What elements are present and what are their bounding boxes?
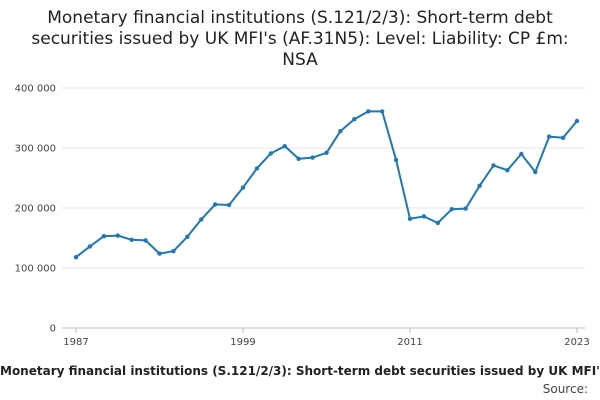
x-tick-label: 1987 [63, 337, 88, 348]
data-point[interactable] [171, 249, 176, 254]
data-point[interactable] [407, 216, 413, 221]
data-point[interactable] [519, 151, 524, 157]
data-point[interactable] [185, 234, 190, 239]
grid-lines [62, 87, 585, 269]
data-point[interactable] [546, 134, 552, 139]
data-point[interactable] [477, 183, 482, 188]
data-point[interactable] [282, 144, 287, 149]
data-point[interactable] [324, 150, 329, 155]
data-point[interactable] [435, 220, 441, 226]
data-point[interactable] [240, 185, 246, 190]
data-point[interactable] [143, 238, 148, 243]
data-point[interactable] [157, 251, 162, 256]
data-point[interactable] [352, 117, 357, 122]
data-point[interactable] [379, 109, 385, 114]
y-tick-label: 400 000 [15, 84, 56, 95]
data-point[interactable] [226, 202, 232, 208]
x-tick-label: 2023 [564, 337, 589, 348]
data-point[interactable] [310, 155, 315, 160]
data-point[interactable] [129, 237, 134, 242]
y-tick-label: 300 000 [15, 144, 56, 155]
data-point[interactable] [115, 233, 120, 238]
data-point[interactable] [73, 255, 79, 260]
data-point[interactable] [101, 234, 107, 239]
data-point[interactable] [268, 151, 274, 156]
data-point[interactable] [505, 168, 510, 173]
data-point[interactable] [463, 206, 468, 211]
legend-series-label: Monetary financial institutions (S.121/2… [0, 364, 600, 378]
series-layer [73, 109, 580, 260]
data-point[interactable] [491, 163, 496, 168]
data-point[interactable] [254, 166, 260, 171]
axes [62, 327, 585, 333]
data-point[interactable] [199, 217, 204, 222]
y-tick-labels: 0 100 000 200 000 300 000 400 000 [15, 84, 56, 335]
series-line [75, 110, 578, 258]
data-point[interactable] [574, 118, 580, 124]
x-tick-label: 1999 [230, 337, 255, 348]
y-tick-label: 200 000 [15, 204, 56, 215]
data-point[interactable] [449, 207, 454, 212]
chart-title: Monetary financial institutions (S.121/2… [31, 8, 569, 70]
y-tick-label: 100 000 [15, 264, 56, 275]
y-tick-label: 0 [50, 324, 56, 335]
data-point[interactable] [366, 109, 371, 114]
x-tick-labels: 1987 1999 2011 2023 [63, 337, 589, 348]
source-label: Source: [542, 382, 588, 396]
data-point[interactable] [560, 135, 566, 140]
data-point[interactable] [212, 202, 218, 207]
data-point[interactable] [338, 129, 343, 134]
data-point[interactable] [393, 157, 399, 163]
data-point[interactable] [296, 156, 301, 161]
data-point[interactable] [421, 214, 427, 219]
x-tick-label: 2011 [397, 337, 422, 348]
data-point[interactable] [87, 244, 93, 249]
data-point[interactable] [533, 169, 538, 175]
